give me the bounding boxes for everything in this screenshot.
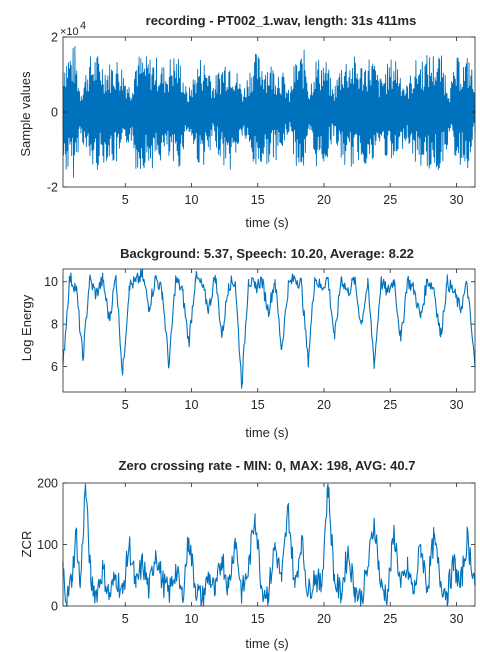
zcr-ytick-label: 200 <box>37 477 58 491</box>
energy-xtick-label: 20 <box>317 398 331 412</box>
energy-xtick-label: 10 <box>185 398 199 412</box>
waveform-panel: recording - PT002_1.wav, length: 31s 411… <box>18 13 476 230</box>
energy-series-line-0 <box>62 268 476 389</box>
waveform-exponent-power: 4 <box>80 20 86 32</box>
waveform-ytick-label: -2 <box>47 181 58 195</box>
waveform-xtick-label: 30 <box>450 193 464 207</box>
waveform-xtick-label: 25 <box>383 193 397 207</box>
energy-xtick-label: 25 <box>383 398 397 412</box>
waveform-xtick-label: 10 <box>185 193 199 207</box>
zcr-ytick-label: 100 <box>37 538 58 552</box>
zcr-title: Zero crossing rate - MIN: 0, MAX: 198, A… <box>119 458 416 473</box>
energy-xlabel: time (s) <box>245 425 288 440</box>
zcr-xtick-label: 25 <box>383 612 397 626</box>
energy-panel: Background: 5.37, Speech: 10.20, Average… <box>19 246 476 440</box>
waveform-xtick-label: 15 <box>251 193 265 207</box>
zcr-xtick-label: 10 <box>185 612 199 626</box>
energy-ylabel: Log Energy <box>19 294 34 361</box>
waveform-series-line-0 <box>62 45 476 178</box>
energy-ytick-label: 10 <box>44 275 58 289</box>
zcr-ylabel: ZCR <box>19 531 34 558</box>
waveform-title: recording - PT002_1.wav, length: 31s 411… <box>146 13 417 28</box>
zcr-xtick-label: 20 <box>317 612 331 626</box>
zcr-series-line-0 <box>62 483 476 607</box>
energy-xtick-label: 5 <box>122 398 129 412</box>
energy-ytick-label: 6 <box>51 360 58 374</box>
zcr-xtick-label: 30 <box>450 612 464 626</box>
waveform-xtick-label: 20 <box>317 193 331 207</box>
energy-title: Background: 5.37, Speech: 10.20, Average… <box>120 246 414 261</box>
waveform-ylabel: Sample values <box>18 71 33 157</box>
energy-xtick-label: 30 <box>450 398 464 412</box>
waveform-xtick-label: 5 <box>122 193 129 207</box>
waveform-xlabel: time (s) <box>245 215 288 230</box>
waveform-ytick-label: 0 <box>51 106 58 120</box>
zcr-xlabel: time (s) <box>245 636 288 651</box>
waveform-exponent-base: ×10 <box>60 26 79 38</box>
zcr-xtick-label: 5 <box>122 612 129 626</box>
waveform-ytick-label: 2 <box>51 31 58 45</box>
energy-xtick-label: 15 <box>251 398 265 412</box>
energy-axes-box <box>62 268 476 393</box>
zcr-xtick-label: 15 <box>251 612 265 626</box>
zcr-ytick-label: 0 <box>51 600 58 614</box>
zcr-panel: Zero crossing rate - MIN: 0, MAX: 198, A… <box>19 458 476 651</box>
energy-ytick-label: 8 <box>51 318 58 332</box>
